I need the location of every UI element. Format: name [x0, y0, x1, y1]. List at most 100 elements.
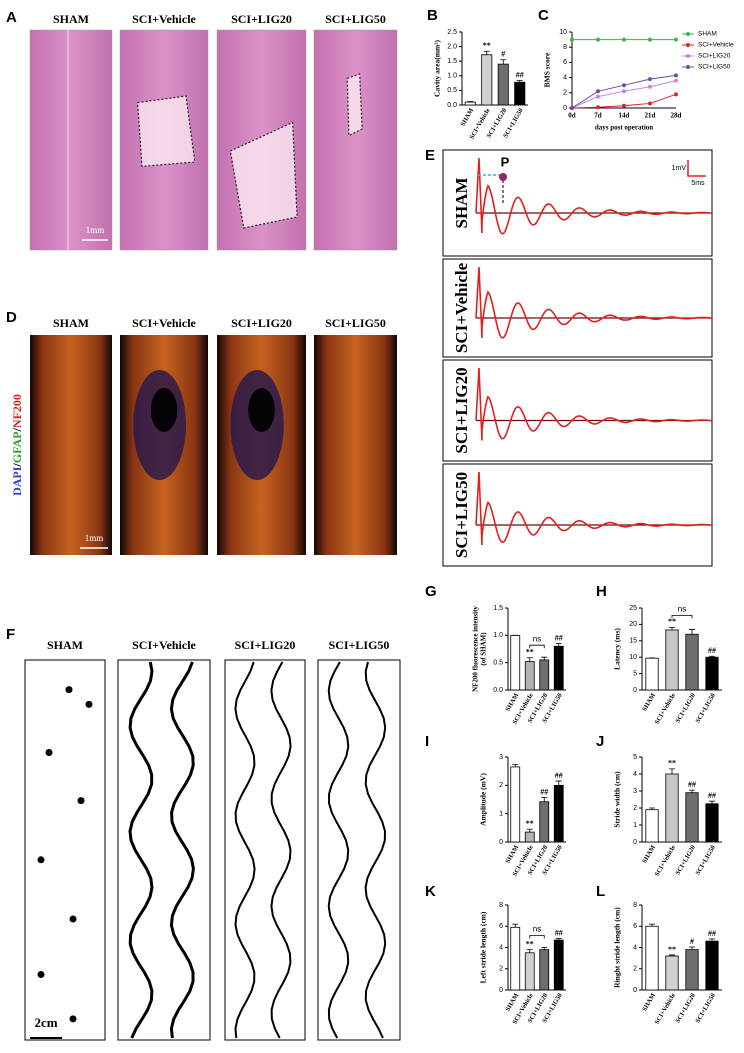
panel-title: SHAM — [47, 638, 83, 652]
panel-letter: L — [596, 883, 605, 900]
stain-label: DAPI/GFAP/NF200 — [10, 394, 24, 496]
panel-letter: B — [427, 7, 438, 24]
bar — [539, 949, 550, 991]
panel-letter: J — [596, 733, 604, 750]
y-tick-label: 5 — [633, 670, 637, 677]
series-marker — [648, 101, 652, 106]
series-marker — [622, 83, 626, 88]
y-tick-label: 6 — [563, 59, 567, 66]
series-marker — [596, 89, 600, 94]
y-tick-label: 3 — [633, 788, 637, 795]
panel-title: SCI+Vehicle — [132, 12, 196, 26]
error-bar — [541, 656, 548, 660]
y-axis-label: BMS score — [543, 52, 552, 87]
y-axis-label: Latency (ms) — [613, 628, 622, 670]
stain-label-part: NF200 — [10, 394, 24, 428]
series-marker — [674, 73, 678, 78]
bar — [705, 803, 719, 843]
y-tick-label: 8 — [633, 902, 637, 909]
panel-letter: F — [6, 626, 15, 643]
y-tick-label: 2 — [499, 782, 503, 789]
comparison-label: ns — [533, 925, 541, 934]
error-bar — [669, 954, 675, 956]
panel-title: SCI+LIG20 — [231, 316, 292, 330]
drag-trace — [270, 661, 292, 1039]
y-tick-label: 8 — [499, 902, 503, 909]
trace-row-label: SCI+LIG20 — [452, 367, 471, 453]
error-bar — [526, 657, 533, 662]
y-tick-label: 1 — [499, 811, 503, 818]
trace-row-label: SCI+LIG50 — [452, 472, 471, 558]
error-bar — [541, 797, 548, 802]
series-marker — [596, 37, 600, 42]
bar — [553, 784, 564, 843]
mep-trace — [475, 367, 713, 441]
drag-trace — [364, 661, 387, 1039]
y-tick-label: 0.0 — [493, 687, 503, 694]
error-bar — [467, 101, 474, 103]
legend-label: SCI+LIG20 — [698, 53, 731, 60]
error-bar — [541, 947, 548, 950]
x-tick-label: SCI+LIG20 — [674, 692, 697, 724]
x-tick-label: SHAM — [641, 992, 657, 1012]
drag-trace — [128, 661, 154, 1039]
y-axis-label: Cavity area(mm²) — [433, 40, 442, 97]
series-marker — [622, 37, 626, 42]
bar — [685, 633, 699, 691]
y-tick-label: 5 — [633, 754, 637, 761]
x-axis-label: days post operation — [595, 124, 653, 132]
y-tick-label: 6 — [499, 923, 503, 930]
cavity-outline — [229, 121, 298, 229]
scale-bar-label: 1mm — [86, 225, 105, 235]
error-bar — [483, 50, 490, 55]
scale-x-label: 5ms — [691, 180, 705, 187]
y-tick-label: 20 — [629, 621, 637, 628]
series-marker — [674, 78, 678, 83]
paw-print — [85, 700, 93, 708]
panel-letter: C — [538, 7, 549, 24]
x-tick-label: SHAM — [641, 692, 657, 712]
error-bar — [526, 828, 533, 833]
paw-print — [37, 856, 45, 864]
series-marker — [674, 37, 678, 42]
bar — [665, 955, 679, 991]
bar — [510, 766, 521, 843]
error-bar — [649, 807, 655, 810]
drag-trace — [327, 661, 350, 1039]
fluorescence-image — [314, 335, 397, 555]
scale-bar-label: 2cm — [34, 1015, 57, 1030]
panel-title: SCI+LIG20 — [231, 12, 292, 26]
y-tick-label: 0.0 — [447, 102, 457, 109]
y-axis-label: Stride width (cm) — [613, 771, 622, 828]
significance-label: ## — [555, 771, 563, 780]
legend-marker — [686, 65, 690, 69]
significance-label: # — [501, 50, 505, 59]
footprint-image — [24, 659, 106, 1041]
y-tick-label: 0 — [499, 839, 503, 846]
error-bar — [689, 789, 695, 793]
paw-print — [69, 915, 77, 923]
x-tick-label: 14d — [619, 112, 630, 120]
drag-trace — [169, 661, 195, 1039]
bar — [539, 801, 550, 843]
series-marker — [648, 77, 652, 82]
bar — [464, 101, 476, 106]
panel-letter: I — [425, 733, 429, 750]
significance-label: ** — [668, 759, 676, 768]
y-tick-label: 0 — [499, 987, 503, 994]
significance-label: ## — [555, 633, 563, 642]
stain-label-part: DAPI — [10, 466, 24, 496]
error-bar — [555, 643, 562, 647]
panel-letter: H — [596, 583, 607, 600]
panel-title: SCI+LIG50 — [325, 12, 386, 26]
error-bar — [709, 800, 715, 804]
trace-row-label: SHAM — [452, 178, 471, 229]
trace-box — [442, 149, 713, 257]
significance-label: ## — [708, 791, 716, 800]
comparison-bracket — [671, 614, 693, 619]
he-section-image — [29, 29, 113, 251]
significance-label: ## — [688, 780, 696, 789]
y-tick-label: 4 — [499, 944, 503, 951]
y-axis-label: NF200 fluorescence intensity — [472, 606, 480, 692]
